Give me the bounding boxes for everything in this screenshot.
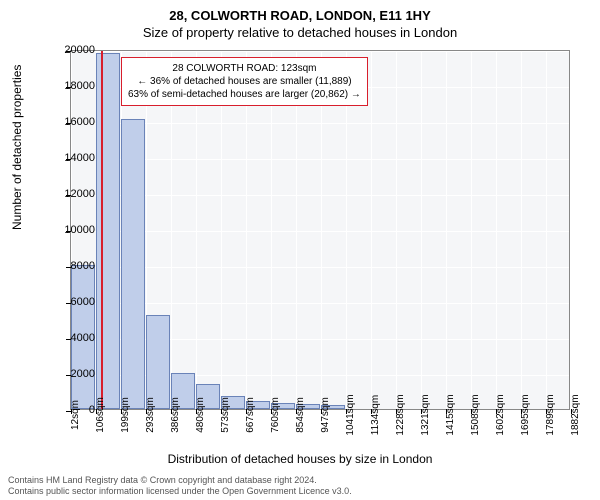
callout-line1: 28 COLWORTH ROAD: 123sqm — [128, 62, 361, 75]
gridline-v — [521, 51, 522, 409]
gridline-v — [571, 51, 572, 409]
x-tick-label: 293sqm — [145, 397, 156, 433]
plot-region: 28 COLWORTH ROAD: 123sqm← 36% of detache… — [70, 50, 570, 410]
x-tick-label: 1134sqm — [370, 395, 381, 435]
gridline-v — [546, 51, 547, 409]
x-tick-label: 573sqm — [220, 397, 231, 433]
gridline-v — [446, 51, 447, 409]
y-tick-label: 2000 — [55, 368, 95, 380]
x-tick-label: 1228sqm — [395, 394, 406, 435]
x-axis-title: Distribution of detached houses by size … — [0, 452, 600, 466]
x-tick-label: 386sqm — [170, 397, 181, 433]
histogram-bar — [146, 315, 170, 409]
chart-title-description: Size of property relative to detached ho… — [0, 23, 600, 40]
property-marker-line — [101, 51, 103, 409]
x-tick-label: 480sqm — [195, 397, 206, 433]
y-tick-label: 10000 — [55, 224, 95, 236]
y-tick-label: 14000 — [55, 152, 95, 164]
x-tick-label: 1789sqm — [545, 394, 556, 435]
footer-line2: Contains public sector information licen… — [8, 486, 352, 497]
x-tick-label: 1602sqm — [495, 394, 506, 435]
x-tick-label: 854sqm — [295, 397, 306, 433]
histogram-bar — [121, 119, 145, 409]
y-axis-title: Number of detached properties — [10, 65, 24, 230]
callout-line2: ← 36% of detached houses are smaller (11… — [128, 75, 361, 88]
histogram-bar — [96, 53, 120, 409]
x-tick-label: 760sqm — [270, 397, 281, 433]
x-tick-label: 1882sqm — [570, 394, 581, 435]
x-tick-label: 1508sqm — [470, 394, 481, 435]
y-tick-label: 20000 — [55, 44, 95, 56]
y-tick-label: 4000 — [55, 332, 95, 344]
callout-line3: 63% of semi-detached houses are larger (… — [128, 88, 361, 101]
x-tick-label: 947sqm — [320, 397, 331, 433]
x-tick-label: 199sqm — [120, 397, 131, 433]
x-tick-label: 1321sqm — [420, 394, 431, 435]
gridline-v — [421, 51, 422, 409]
y-tick-label: 16000 — [55, 116, 95, 128]
gridline-v — [396, 51, 397, 409]
y-tick-label: 0 — [55, 404, 95, 416]
gridline-v — [471, 51, 472, 409]
gridline-v — [371, 51, 372, 409]
x-tick-label: 106sqm — [95, 397, 106, 433]
chart-area: 28 COLWORTH ROAD: 123sqm← 36% of detache… — [70, 50, 570, 410]
y-tick-label: 6000 — [55, 296, 95, 308]
gridline-v — [496, 51, 497, 409]
x-tick-label: 667sqm — [245, 397, 256, 433]
callout-box: 28 COLWORTH ROAD: 123sqm← 36% of detache… — [121, 57, 368, 106]
chart-title-address: 28, COLWORTH ROAD, LONDON, E11 1HY — [0, 0, 600, 23]
attribution-footer: Contains HM Land Registry data © Crown c… — [8, 475, 352, 497]
x-tick-label: 1695sqm — [520, 394, 531, 435]
y-tick-label: 18000 — [55, 80, 95, 92]
footer-line1: Contains HM Land Registry data © Crown c… — [8, 475, 352, 486]
x-tick-label: 1415sqm — [445, 394, 456, 435]
y-tick-label: 8000 — [55, 260, 95, 272]
y-tick-label: 12000 — [55, 188, 95, 200]
x-tick-label: 1041sqm — [345, 394, 356, 435]
